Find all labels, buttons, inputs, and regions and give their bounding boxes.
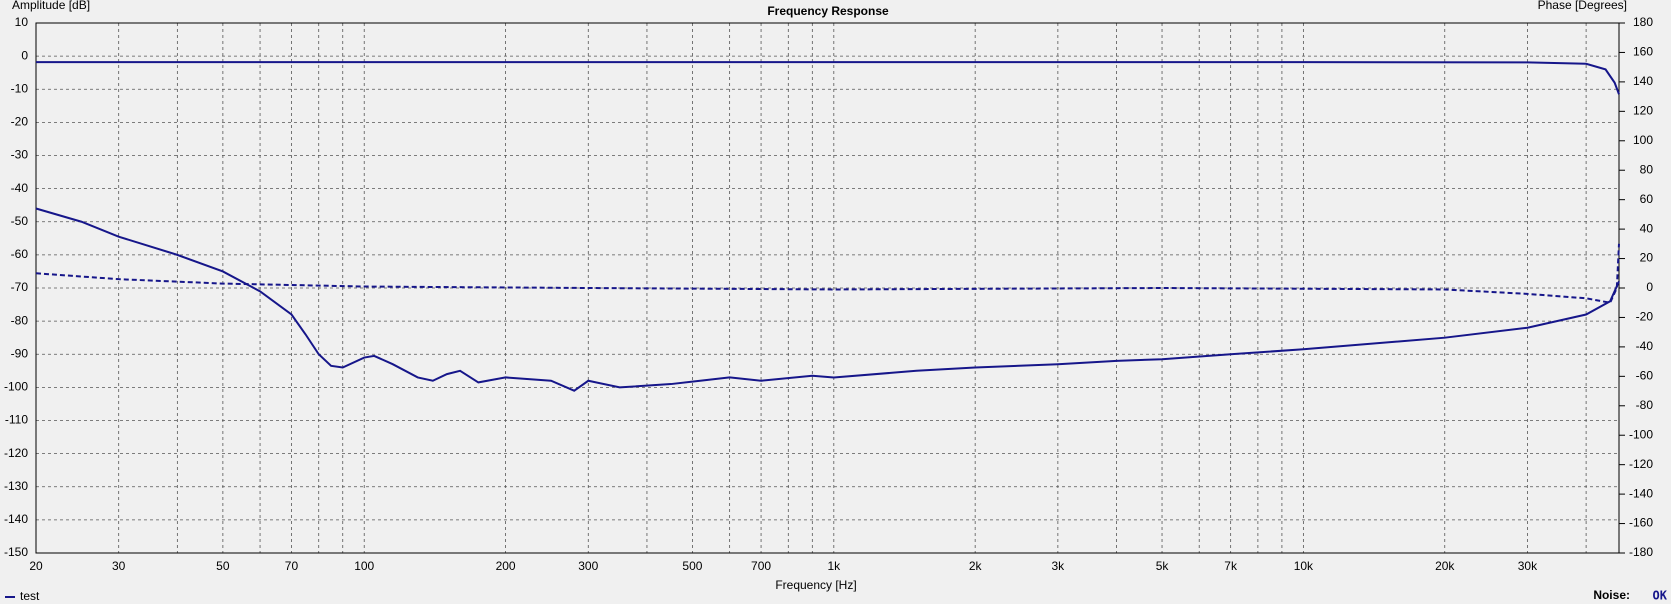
y2-tick-label: 20	[1640, 251, 1654, 265]
y2-tick-label: -80	[1636, 398, 1654, 412]
y-tick-label: -70	[11, 280, 29, 294]
x-tick-label: 20	[29, 559, 43, 573]
x-tick-label: 500	[682, 559, 702, 573]
series-line	[35, 207, 1620, 392]
y-tick-label: -90	[11, 346, 29, 360]
y-tick-label: -140	[4, 512, 28, 526]
y-tick-label: -150	[4, 545, 28, 559]
y-tick-label: -20	[11, 115, 29, 129]
y-tick-label: 10	[15, 15, 29, 29]
x-tick-label: 300	[578, 559, 598, 573]
x-tick-label: 200	[496, 559, 516, 573]
series-line	[35, 243, 1620, 304]
chart-title: Frequency Response	[767, 4, 889, 18]
y2-tick-label: 0	[1646, 280, 1653, 294]
y-tick-label: 0	[21, 48, 28, 62]
y2-tick-label: -20	[1636, 310, 1654, 324]
y2-tick-label: 120	[1633, 104, 1653, 118]
y2-tick-label: 140	[1633, 74, 1653, 88]
x-tick-label: 2k	[969, 559, 983, 573]
y2-tick-label: 40	[1640, 221, 1654, 235]
y-tick-label: -130	[4, 479, 28, 493]
y2-tick-label: -120	[1629, 457, 1653, 471]
series-line	[36, 61, 1620, 95]
y2-tick-label: -60	[1636, 369, 1654, 383]
x-tick-label: 20k	[1435, 559, 1455, 573]
y-tick-label: -50	[11, 214, 29, 228]
y2-tick-label: -180	[1629, 545, 1653, 559]
y2-tick-label: -140	[1629, 486, 1653, 500]
y2-axis-label: Phase [Degrees]	[1538, 0, 1627, 12]
x-tick-label: 3k	[1052, 559, 1066, 573]
y2-tick-label: -160	[1629, 516, 1653, 530]
x-tick-label: 50	[216, 559, 230, 573]
status-value: OK	[1653, 589, 1668, 603]
y-tick-label: -120	[4, 446, 28, 460]
x-tick-label: 30	[112, 559, 126, 573]
y2-tick-label: -40	[1636, 339, 1654, 353]
x-tick-label: 30k	[1518, 559, 1538, 573]
x-tick-label: 5k	[1156, 559, 1170, 573]
y-tick-label: -10	[11, 81, 29, 95]
y-tick-label: -30	[11, 148, 29, 162]
x-tick-label: 10k	[1294, 559, 1314, 573]
y-tick-label: -60	[11, 247, 29, 261]
x-tick-label: 70	[285, 559, 299, 573]
y2-tick-label: 100	[1633, 133, 1653, 147]
y-tick-label: -100	[4, 380, 28, 394]
y-tick-label: -40	[11, 181, 29, 195]
x-axis-label: Frequency [Hz]	[775, 578, 856, 592]
y2-tick-label: 80	[1640, 162, 1654, 176]
status-label: Noise:	[1593, 588, 1630, 602]
legend-label: test	[20, 589, 40, 603]
y-axis-label: Amplitude [dB]	[12, 0, 90, 12]
y2-tick-label: 160	[1633, 45, 1653, 59]
x-tick-label: 1k	[827, 559, 841, 573]
y2-tick-label: 180	[1633, 15, 1653, 29]
y-tick-label: -80	[11, 313, 29, 327]
x-tick-label: 700	[751, 559, 771, 573]
y-tick-label: -110	[5, 413, 28, 427]
y2-tick-label: -100	[1629, 427, 1653, 441]
x-tick-label: 100	[354, 559, 374, 573]
x-tick-label: 7k	[1224, 559, 1238, 573]
y2-tick-label: 60	[1640, 192, 1654, 206]
